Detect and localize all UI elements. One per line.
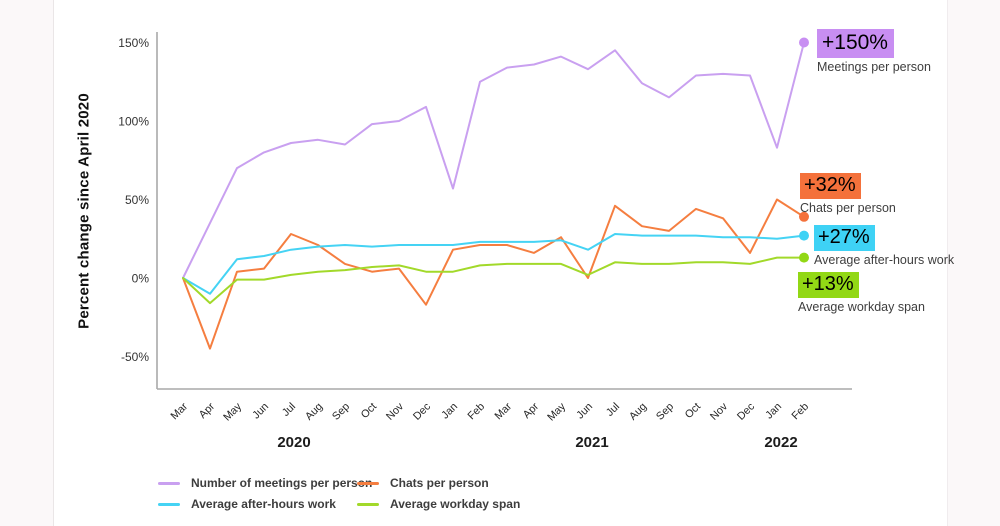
annotation-workday: +13% Average workday span <box>798 272 925 314</box>
series-line-2 <box>182 233 805 295</box>
x-month-label: Feb <box>465 401 487 423</box>
series-line-1 <box>182 198 805 350</box>
y-tick-label: 50% <box>125 193 149 207</box>
series-end-dot-3 <box>799 252 809 263</box>
annotation-afterhours: +27% Average after-hours work <box>814 225 954 267</box>
page-right-margin <box>947 0 1000 526</box>
x-month-label: Dec <box>735 400 757 422</box>
legend: Number of meetings per person Chats per … <box>158 476 520 511</box>
x-month-label: Mar <box>492 400 514 422</box>
x-month-label: Apr <box>197 400 218 421</box>
x-month-label: Jul <box>280 401 298 419</box>
annotation-meetings: +150% Meetings per person <box>817 29 931 74</box>
x-month-label: Nov <box>708 400 730 422</box>
x-month-label: Jan <box>439 401 460 422</box>
legend-item-meetings: Number of meetings per person <box>158 476 372 490</box>
x-year-label: 2022 <box>764 434 797 451</box>
x-year-label: 2021 <box>575 434 608 451</box>
x-month-label: Apr <box>521 400 542 421</box>
series-end-dot-1 <box>799 211 809 222</box>
legend-item-afterhours: Average after-hours work <box>158 497 357 511</box>
legend-label: Average workday span <box>390 497 521 511</box>
series-end-dot-2 <box>799 230 809 241</box>
legend-label: Number of meetings per person <box>191 476 373 490</box>
annotation-sublabel: Average after-hours work <box>814 253 955 267</box>
x-month-label: Oct <box>683 401 703 421</box>
annotation-value-badge: +13% <box>798 272 859 298</box>
x-month-label: Oct <box>359 401 379 421</box>
legend-label: Chats per person <box>390 476 489 490</box>
x-month-label: Sep <box>330 401 352 423</box>
x-month-label: Dec <box>411 400 433 422</box>
y-tick-label: -50% <box>121 350 149 364</box>
annotation-sublabel: Average workday span <box>798 300 925 314</box>
annotation-value-badge: +32% <box>800 173 861 199</box>
annotation-value-badge: +150% <box>817 29 894 59</box>
x-month-label: Mar <box>168 400 190 422</box>
y-tick-label: 0% <box>132 272 150 286</box>
x-month-label: Jan <box>763 401 784 422</box>
x-month-label: May <box>221 400 244 423</box>
annotation-chats: +32% Chats per person <box>800 173 896 215</box>
x-month-label: Jun <box>574 401 595 422</box>
legend-item-workday: Average workday span <box>357 497 520 511</box>
x-month-label: Jun <box>250 401 271 422</box>
legend-swatch <box>357 502 379 506</box>
annotation-sublabel: Meetings per person <box>817 60 931 75</box>
y-tick-label: 150% <box>118 36 149 50</box>
y-tick-label: 100% <box>118 115 149 129</box>
legend-swatch <box>158 502 180 506</box>
x-month-label: Aug <box>627 401 649 423</box>
page-left-margin <box>0 0 54 526</box>
x-month-label: Feb <box>789 401 811 423</box>
annotation-value-badge: +27% <box>814 225 875 251</box>
x-month-label: May <box>545 400 568 423</box>
x-year-label: 2020 <box>277 434 310 451</box>
legend-swatch <box>357 481 379 485</box>
annotation-sublabel: Chats per person <box>800 201 896 215</box>
series-end-dot-0 <box>799 37 809 48</box>
series-line-0 <box>182 41 805 279</box>
legend-item-chats: Chats per person <box>357 476 520 490</box>
series-line-3 <box>182 256 805 305</box>
x-month-label: Nov <box>384 400 406 422</box>
x-month-label: Sep <box>654 401 676 423</box>
x-month-label: Aug <box>303 401 325 423</box>
legend-swatch <box>158 481 180 485</box>
legend-label: Average after-hours work <box>191 497 336 511</box>
x-month-label: Jul <box>604 401 622 419</box>
